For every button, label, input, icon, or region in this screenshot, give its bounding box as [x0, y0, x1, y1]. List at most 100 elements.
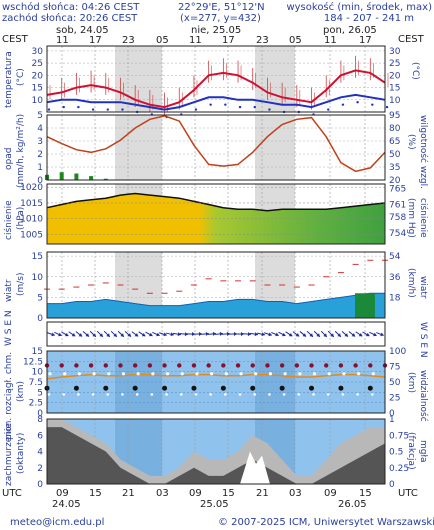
- top-hour-label: 17: [89, 35, 102, 46]
- cloud-top-dot: [147, 363, 153, 368]
- temp-tick-right: 25: [389, 59, 400, 69]
- footer-email[interactable]: meteo@icm.edu.pl: [10, 517, 105, 528]
- cloud-base-tick-left: 15: [32, 347, 43, 357]
- dewpoint-dot: [47, 108, 51, 111]
- cloud-top-dot: [250, 363, 255, 368]
- cloud-low-dot: [121, 393, 124, 396]
- cloud-low-dot: [312, 393, 315, 396]
- fog-tick-right: 1: [389, 415, 395, 425]
- cloud-base-dot: [220, 385, 226, 391]
- bottom-tz-left: UTC: [2, 488, 22, 499]
- cloud-mid-dot: [92, 372, 96, 376]
- cloud-top-dot: [191, 363, 197, 368]
- wind-strong-area: [355, 293, 375, 318]
- top-tz-right: CEST: [398, 34, 424, 45]
- night-shade: [255, 115, 295, 180]
- cloud-cover-tick-left: 8: [37, 415, 43, 425]
- wind-direction-arrow: [138, 331, 146, 337]
- cloud-base-tick-left: 7.5: [29, 378, 43, 388]
- top-hour-label: 11: [189, 35, 202, 46]
- dewpoint-dot: [91, 108, 95, 111]
- dewpoint-dot: [209, 103, 212, 106]
- cloud-base-tick-left: 10: [32, 368, 44, 378]
- temp-tick-right: 10: [389, 96, 401, 106]
- dewpoint-dot: [268, 108, 271, 111]
- wind-direction-arrow: [348, 331, 356, 337]
- panel-frame: [46, 251, 386, 319]
- wind-direction-arrow: [165, 332, 175, 337]
- footer-copyright: © 2007-2025 ICM, Uniwersytet Warszawski: [218, 517, 434, 528]
- wind-direction-arrow: [117, 330, 125, 338]
- temperature-line: [46, 69, 386, 109]
- cloud-mid-dot: [121, 372, 126, 376]
- wind-direction-arrow: [327, 330, 335, 338]
- wind-direction-arrow: [228, 331, 238, 336]
- top-hour-label: 23: [256, 35, 269, 46]
- cloud-top-dot: [177, 363, 182, 368]
- wind-direction-arrow: [110, 330, 118, 338]
- cloud-top-dot: [103, 363, 108, 368]
- cloud-base-tick-left: 12.5: [23, 357, 43, 367]
- cloud-mid-dot: [298, 372, 302, 376]
- dewpoint-dot: [106, 108, 109, 111]
- cloud-low-dot: [47, 393, 51, 396]
- dewpoint-dot: [62, 105, 65, 109]
- wind-direction-arrow: [306, 330, 314, 338]
- fog-tick-right: 0.5: [389, 448, 403, 458]
- pressure-tick-right: 765: [389, 185, 406, 195]
- wind-tick-left: 10: [32, 273, 44, 283]
- dewpoint-dot: [371, 103, 374, 106]
- wind-direction-arrow: [75, 331, 83, 337]
- cloud-mid-dot: [151, 372, 155, 376]
- dewpoint-dot: [327, 108, 330, 111]
- cloud-mid-dot: [342, 372, 346, 376]
- cloud-base-dot: [73, 385, 79, 391]
- cloud-low-dot: [371, 393, 374, 396]
- wind-tick-left: 15: [32, 252, 43, 262]
- wind-direction-arrow: [214, 331, 224, 336]
- cloud-top-dot: [279, 363, 285, 368]
- cloud-top-dot: [162, 363, 167, 368]
- wind-direction-arrow: [47, 332, 55, 337]
- night-shade: [115, 351, 162, 413]
- cloud-top-dot: [74, 363, 79, 368]
- temp-tick-left: 15: [32, 84, 43, 94]
- wind-direction-arrow: [61, 331, 69, 337]
- temp-tick-left: 20: [32, 71, 44, 81]
- cloud-base-dot: [132, 385, 138, 391]
- pressure-tick-left: 1010: [20, 215, 43, 225]
- cloud-base-dot: [191, 385, 197, 391]
- cloud-mid-dot: [180, 372, 184, 376]
- visibility-tick-right: 50: [389, 378, 401, 388]
- wind-direction-arrow: [278, 331, 286, 337]
- wind-tick-right: 36: [389, 273, 401, 283]
- cloud-cover-low-area: [47, 427, 385, 484]
- cloud-cover-high-area: [240, 451, 270, 484]
- visibility-line: [46, 373, 386, 380]
- cloud-base-dot: [338, 385, 344, 391]
- wind-direction-arrow: [292, 331, 300, 337]
- cloud-low-dot: [62, 393, 65, 396]
- cloud-mid-dot: [107, 372, 111, 376]
- cloud-low-dot: [179, 393, 183, 396]
- top-hour-label: 11: [324, 35, 337, 46]
- cloud-base-dot: [103, 385, 109, 391]
- cloud-low-dot: [238, 393, 242, 396]
- cloud-base-tick-left: 0: [37, 409, 43, 419]
- fog-tick-right: 0: [389, 480, 395, 490]
- cloud-mid-dot: [63, 372, 67, 376]
- wind-speed-area: [46, 292, 386, 319]
- cloud-mid-dot: [239, 372, 243, 376]
- cloud-low-dot: [209, 393, 212, 396]
- wind-direction-arrow: [207, 331, 217, 336]
- wind-direction-arrow: [145, 331, 153, 337]
- visibility-tick-right: 75: [389, 363, 400, 373]
- bottom-hour-label: 03: [289, 488, 302, 499]
- temp-tick-right: 15: [389, 84, 400, 94]
- cloud-top-dot: [338, 363, 344, 368]
- cloud-low-dot: [135, 393, 139, 396]
- cloud-base-dot: [367, 385, 373, 391]
- cloud-base-tick-left: 5: [37, 388, 43, 398]
- precip-tick-left: 0: [37, 176, 43, 186]
- top-hour-label: 05: [156, 35, 169, 46]
